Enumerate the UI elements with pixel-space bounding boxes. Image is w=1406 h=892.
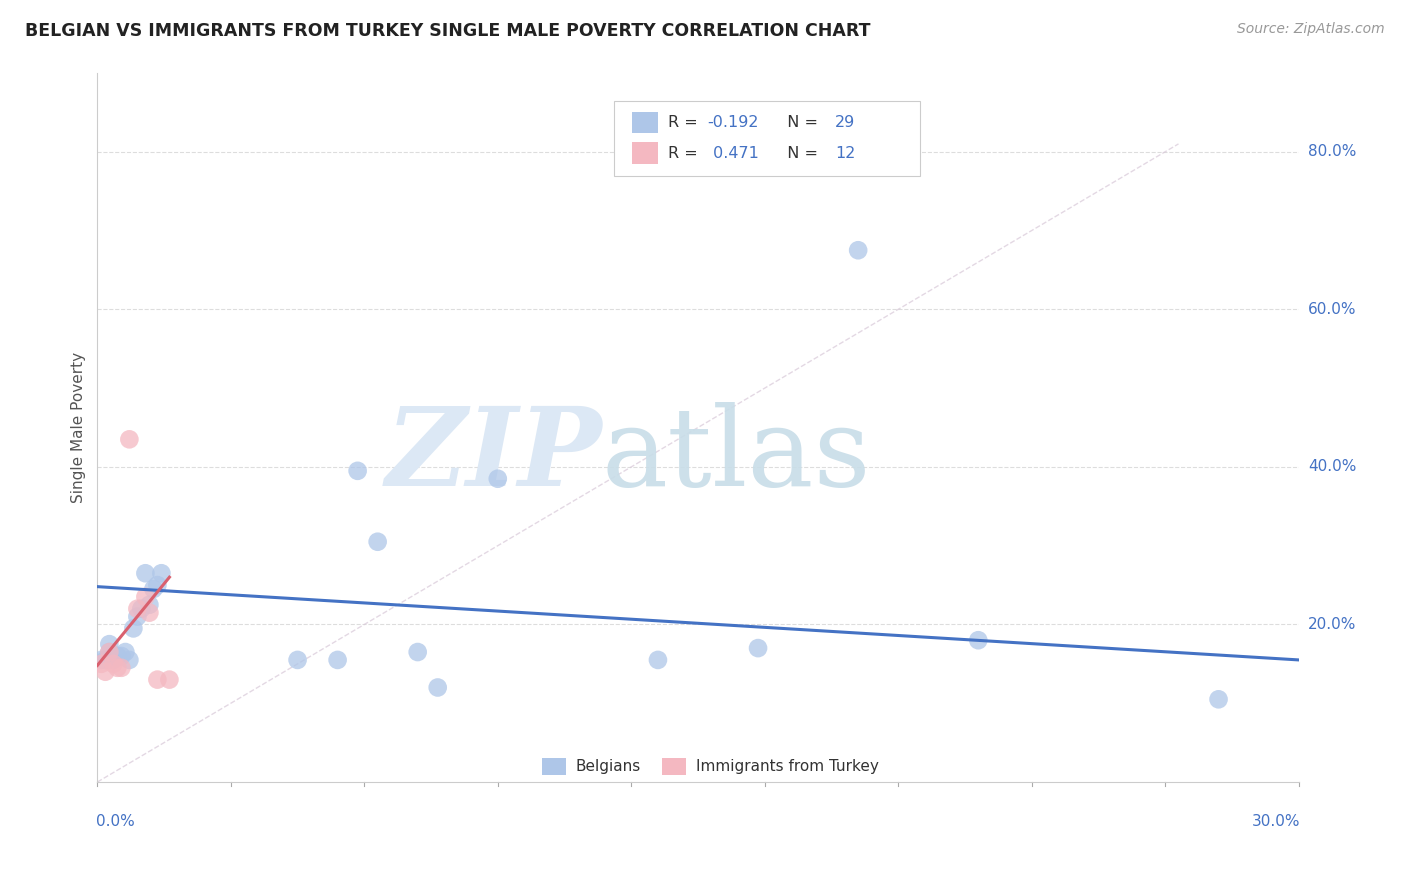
Bar	[631, 143, 658, 164]
Point	[103, 657, 125, 671]
Text: R =: R =	[668, 115, 703, 130]
Point	[90, 657, 112, 671]
Point	[138, 598, 160, 612]
Text: Source: ZipAtlas.com: Source: ZipAtlas.com	[1237, 22, 1385, 37]
Text: N =: N =	[778, 115, 824, 130]
Point	[118, 653, 141, 667]
Text: ZIP: ZIP	[385, 402, 602, 509]
Point	[159, 673, 181, 687]
Point	[747, 641, 769, 656]
Point	[122, 621, 145, 635]
Point	[346, 464, 368, 478]
Point	[105, 661, 128, 675]
Point	[110, 648, 132, 663]
Point	[486, 472, 509, 486]
Point	[98, 645, 121, 659]
Point	[846, 244, 869, 258]
Text: 0.0%: 0.0%	[96, 814, 135, 829]
Text: 12: 12	[835, 145, 855, 161]
Text: N =: N =	[778, 145, 824, 161]
Text: -0.192: -0.192	[707, 115, 759, 130]
Text: BELGIAN VS IMMIGRANTS FROM TURKEY SINGLE MALE POVERTY CORRELATION CHART: BELGIAN VS IMMIGRANTS FROM TURKEY SINGLE…	[25, 22, 870, 40]
Point	[406, 645, 429, 659]
Point	[138, 606, 160, 620]
Point	[134, 590, 156, 604]
Bar	[662, 757, 686, 775]
Text: R =: R =	[668, 145, 703, 161]
Point	[150, 566, 173, 581]
Point	[98, 637, 121, 651]
Point	[647, 653, 669, 667]
Text: 30.0%: 30.0%	[1251, 814, 1299, 829]
Point	[118, 433, 141, 447]
Text: 29: 29	[835, 115, 855, 130]
Point	[94, 653, 117, 667]
Point	[1208, 692, 1230, 706]
Point	[127, 601, 149, 615]
Text: Belgians: Belgians	[575, 759, 641, 774]
Text: 0.471: 0.471	[707, 145, 758, 161]
Text: 40.0%: 40.0%	[1308, 459, 1357, 475]
Point	[114, 645, 136, 659]
Point	[967, 633, 990, 648]
Text: 20.0%: 20.0%	[1308, 617, 1357, 632]
Point	[131, 601, 153, 615]
Point	[142, 582, 165, 596]
Point	[127, 609, 149, 624]
Point	[287, 653, 309, 667]
FancyBboxPatch shape	[614, 102, 921, 176]
Point	[94, 665, 117, 679]
Point	[146, 578, 169, 592]
Point	[326, 653, 349, 667]
Text: 60.0%: 60.0%	[1308, 301, 1357, 317]
Point	[146, 673, 169, 687]
Point	[367, 534, 389, 549]
Point	[98, 645, 121, 659]
Y-axis label: Single Male Poverty: Single Male Poverty	[72, 352, 86, 503]
Point	[134, 566, 156, 581]
Point	[426, 681, 449, 695]
Text: 80.0%: 80.0%	[1308, 145, 1357, 160]
Text: Immigrants from Turkey: Immigrants from Turkey	[696, 759, 879, 774]
Point	[90, 653, 112, 667]
Text: atlas: atlas	[602, 402, 872, 509]
Bar	[541, 757, 565, 775]
Bar	[631, 112, 658, 133]
Point	[110, 661, 132, 675]
Point	[105, 648, 128, 663]
Point	[103, 653, 125, 667]
